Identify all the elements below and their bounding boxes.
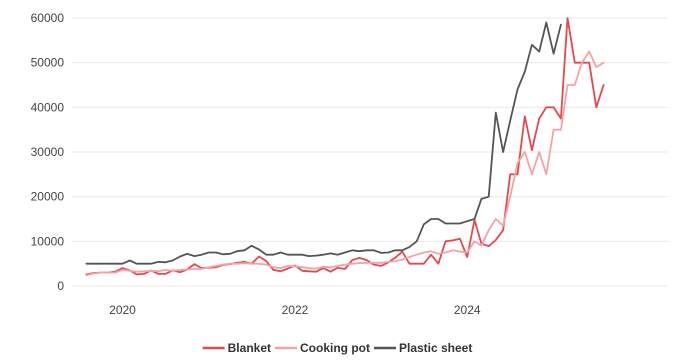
legend: Blanket Cooking pot Plastic sheet	[202, 341, 472, 355]
legend-label-plastic-sheet: Plastic sheet	[399, 341, 472, 355]
x-tick-label: 2020	[109, 303, 136, 317]
legend-label-blanket: Blanket	[228, 341, 271, 355]
grid-lines	[72, 17, 668, 287]
x-tick-label: 2024	[454, 303, 481, 317]
y-tick-label: 10000	[31, 234, 65, 248]
axes: 0 10000 20000 30000 40000 50000 60000 2020 2022 2…	[31, 11, 481, 317]
y-tick-label: 50000	[31, 56, 65, 70]
series-line-blanket	[85, 17, 605, 276]
y-tick-label: 30000	[31, 145, 65, 159]
y-tick-label: 20000	[31, 190, 65, 204]
y-tick-label: 40000	[31, 100, 65, 114]
y-tick-label: 0	[57, 279, 64, 293]
x-tick-label: 2022	[282, 303, 309, 317]
legend-label-cooking-pot: Cooking pot	[300, 341, 370, 355]
y-tick-label: 60000	[31, 11, 65, 25]
series-line-cooking-pot	[85, 50, 605, 277]
series-line-plastic-sheet	[85, 21, 562, 265]
series-lines	[85, 17, 605, 277]
